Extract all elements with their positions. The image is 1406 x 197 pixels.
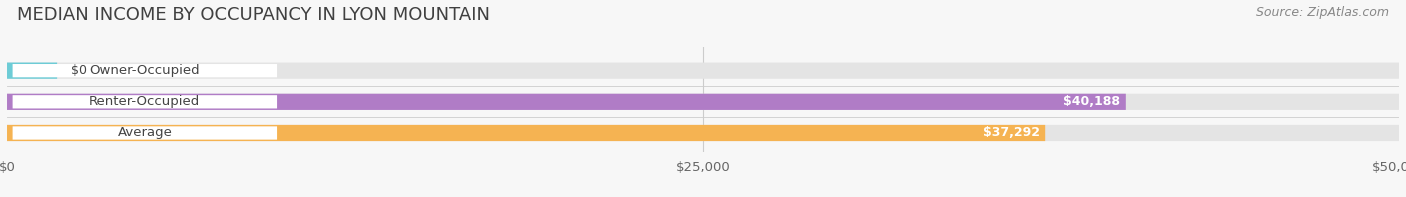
FancyBboxPatch shape bbox=[7, 63, 1399, 79]
FancyBboxPatch shape bbox=[13, 64, 277, 77]
FancyBboxPatch shape bbox=[7, 63, 58, 79]
FancyBboxPatch shape bbox=[7, 94, 1126, 110]
Text: Source: ZipAtlas.com: Source: ZipAtlas.com bbox=[1256, 6, 1389, 19]
Text: $40,188: $40,188 bbox=[1063, 95, 1121, 108]
FancyBboxPatch shape bbox=[7, 125, 1399, 141]
FancyBboxPatch shape bbox=[7, 125, 1045, 141]
Text: Average: Average bbox=[117, 126, 173, 139]
Text: Owner-Occupied: Owner-Occupied bbox=[90, 64, 200, 77]
Text: Renter-Occupied: Renter-Occupied bbox=[89, 95, 201, 108]
Text: $37,292: $37,292 bbox=[983, 126, 1039, 139]
Text: $0: $0 bbox=[72, 64, 87, 77]
Text: MEDIAN INCOME BY OCCUPANCY IN LYON MOUNTAIN: MEDIAN INCOME BY OCCUPANCY IN LYON MOUNT… bbox=[17, 6, 489, 24]
FancyBboxPatch shape bbox=[13, 95, 277, 109]
FancyBboxPatch shape bbox=[13, 126, 277, 140]
FancyBboxPatch shape bbox=[7, 94, 1399, 110]
